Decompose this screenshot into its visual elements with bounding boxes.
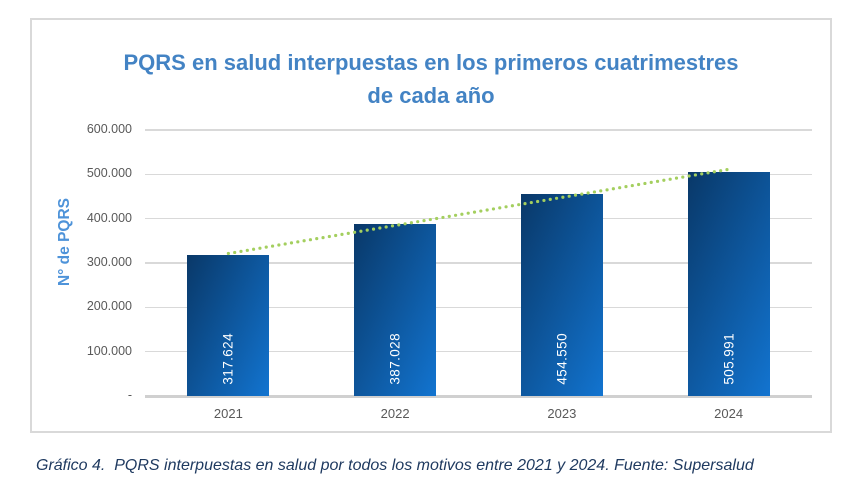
- figure-caption: Gráfico 4. PQRS interpuestas en salud po…: [36, 457, 754, 474]
- y-tick-label: 200.000: [86, 299, 132, 314]
- bar-2024: 505.991: [687, 171, 770, 396]
- x-tick-label: 2023: [547, 406, 577, 421]
- y-tick-label: 400.000: [86, 210, 132, 225]
- bar-2021: 317.624: [187, 255, 270, 396]
- y-tick-label: 600.000: [86, 122, 132, 136]
- gridline: [145, 306, 812, 309]
- chart-title: PQRS en salud interpuestas en los primer…: [123, 50, 739, 108]
- x-axis-line: [145, 394, 812, 398]
- gridline: [145, 217, 812, 220]
- trend-line-path: [226, 167, 731, 256]
- bar-2023: 454.550: [520, 194, 603, 396]
- gridline: [145, 129, 812, 131]
- y-tick-label: 300.000: [86, 255, 132, 269]
- plot-area: 317.624 387.028 454.550 505.991: [145, 129, 812, 398]
- gridline: [145, 350, 812, 353]
- bar-2022: 387.028: [354, 224, 437, 396]
- x-tick-label: 2021: [213, 406, 243, 421]
- x-tick-label: 2022: [380, 406, 410, 421]
- x-tick-label: 2024: [714, 406, 744, 421]
- y-tick-label: -: [127, 388, 132, 402]
- gridline: [145, 173, 812, 176]
- x-axis-tick-labels: 2021 2022 2023 2024: [145, 406, 812, 426]
- y-axis-tick-labels: - 100.000 200.000 300.000 400.000 500.000 600.…: [32, 122, 132, 402]
- gridline: [145, 262, 812, 264]
- chart-frame: PQRS en salud interpuestas en los primer…: [30, 18, 832, 433]
- trend-line: [226, 167, 731, 256]
- y-tick-label: 500.000: [86, 166, 132, 181]
- y-tick-label: 100.000: [86, 343, 132, 358]
